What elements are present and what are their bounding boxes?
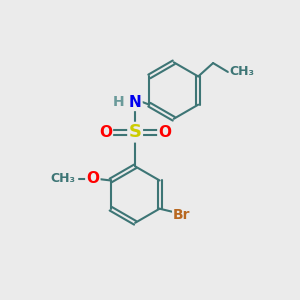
Text: CH₃: CH₃: [50, 172, 75, 185]
Text: O: O: [158, 125, 171, 140]
Text: H: H: [113, 95, 124, 109]
Text: S: S: [129, 123, 142, 141]
Text: N: N: [129, 95, 142, 110]
Text: O: O: [86, 172, 99, 187]
Text: CH₃: CH₃: [230, 65, 254, 79]
Text: Br: Br: [173, 208, 190, 222]
Text: O: O: [99, 125, 112, 140]
